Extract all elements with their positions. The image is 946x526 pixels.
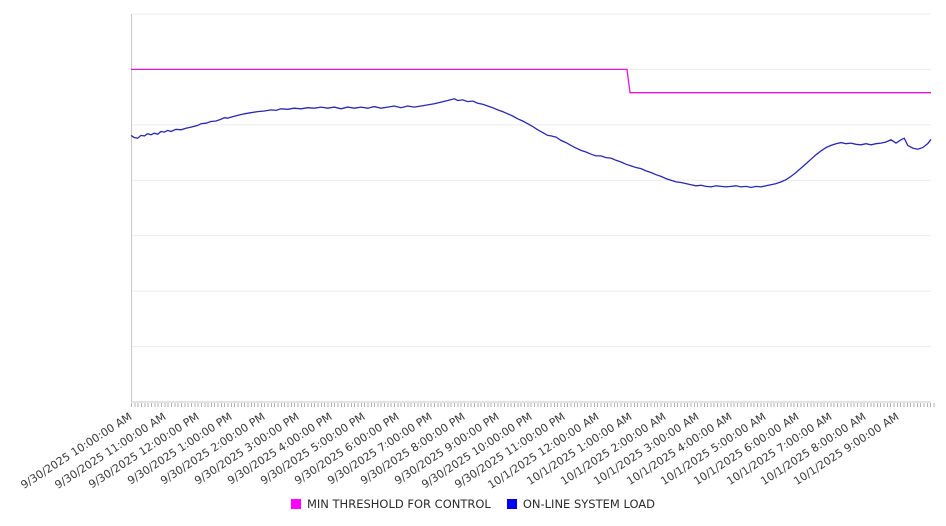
legend-label-system-load: ON-LINE SYSTEM LOAD (522, 497, 656, 511)
x-axis-label-text: 9/30/2025 7:00:00 PM (325, 410, 435, 488)
x-axis-label-text: 9/30/2025 8:00:00 PM (358, 410, 468, 488)
x-axis-label-text: 9/30/2025 3:00:00 PM (191, 410, 302, 488)
x-axis-label: 9/30/2025 8:00:00 PM (224, 409, 468, 487)
x-axis-label: 9/30/2025 12:00:00 PM (0, 409, 201, 491)
x-axis-label-text: 9/30/2025 4:00:00 PM (225, 410, 335, 488)
x-axis-label-text: 9/30/2025 9:00:00 PM (391, 410, 502, 488)
x-axis-label: 10/1/2025 12:00:00 AM (358, 409, 601, 492)
x-axis-label: 10/1/2025 9:00:00 AM (658, 409, 901, 488)
x-axis-label-text: 10/1/2025 4:00:00 AM (624, 410, 735, 488)
x-axis-label: 9/30/2025 4:00:00 PM (91, 409, 334, 487)
x-axis-label: 10/1/2025 3:00:00 AM (458, 409, 701, 488)
system-load-line (130, 98, 932, 189)
x-axis-label: 9/30/2025 10:00:00 PM (291, 409, 534, 491)
chart-canvas (130, 13, 932, 403)
x-axis-label-text: 9/30/2025 11:00:00 PM (452, 410, 568, 492)
x-axis-label: 9/30/2025 2:00:00 PM (24, 409, 268, 487)
x-axis-label-text: 10/1/2025 6:00:00 AM (691, 410, 802, 488)
x-axis-label: 9/30/2025 6:00:00 PM (158, 409, 401, 487)
x-axis-label: 9/30/2025 5:00:00 PM (124, 409, 368, 487)
x-axis-label: 9/30/2025 11:00:00 PM (324, 409, 568, 491)
x-axis-label-text: 9/30/2025 2:00:00 PM (158, 410, 268, 488)
x-axis-label: 9/30/2025 7:00:00 PM (191, 409, 434, 487)
x-axis-label-text: 10/1/2025 5:00:00 AM (657, 410, 768, 488)
x-axis-label-text: 10/1/2025 12:00:00 AM (485, 410, 602, 492)
x-axis-label-text: 9/30/2025 12:00:00 PM (85, 410, 202, 492)
x-axis-label-text: 9/30/2025 11:00:00 AM (51, 410, 168, 492)
x-axis-label-text: 9/30/2025 10:00:00 AM (18, 410, 135, 492)
legend-item-system-load[interactable]: ON-LINE SYSTEM LOAD (506, 497, 656, 511)
x-axis-label-text: 10/1/2025 7:00:00 AM (724, 410, 835, 488)
x-axis-label-text: 10/1/2025 9:00:00 AM (791, 410, 902, 488)
x-axis-label: 9/30/2025 9:00:00 PM (258, 409, 501, 487)
x-axis-label: 10/1/2025 7:00:00 AM (591, 409, 834, 488)
legend: MIN THRESHOLD FOR CONTROL ON-LINE SYSTEM… (0, 497, 946, 511)
x-axis-ticks (131, 403, 935, 407)
x-axis-label: 9/30/2025 10:00:00 AM (0, 409, 135, 492)
x-axis-label: 9/30/2025 11:00:00 AM (0, 409, 168, 492)
x-axis-label: 10/1/2025 4:00:00 AM (491, 409, 734, 488)
x-axis-label-text: 9/30/2025 5:00:00 PM (258, 410, 368, 488)
x-axis-label-text: 9/30/2025 6:00:00 PM (291, 410, 402, 488)
x-axis-label: 9/30/2025 3:00:00 PM (58, 409, 301, 487)
x-axis-label-text: 10/1/2025 8:00:00 AM (757, 410, 868, 488)
legend-item-min-threshold[interactable]: MIN THRESHOLD FOR CONTROL (290, 497, 491, 511)
plot-area (130, 13, 932, 403)
x-axis-label: 10/1/2025 5:00:00 AM (524, 409, 768, 488)
min-threshold-line (131, 68, 931, 94)
x-axis-label-text: 9/30/2025 10:00:00 PM (419, 410, 535, 492)
x-axis-label-text: 10/1/2025 1:00:00 AM (524, 410, 635, 488)
x-axis-label: 10/1/2025 8:00:00 AM (624, 409, 868, 488)
legend-swatch-min-threshold (290, 499, 301, 509)
x-axis-label-text: 10/1/2025 3:00:00 AM (591, 410, 702, 488)
x-axis-label-text: 10/1/2025 2:00:00 AM (557, 410, 668, 488)
x-axis-label: 10/1/2025 6:00:00 AM (558, 409, 801, 488)
x-axis-label-text: 9/30/2025 1:00:00 PM (125, 410, 235, 488)
legend-label-min-threshold: MIN THRESHOLD FOR CONTROL (306, 497, 491, 511)
x-axis-label: 9/30/2025 1:00:00 PM (0, 409, 234, 487)
x-axis-label: 10/1/2025 2:00:00 AM (424, 409, 668, 488)
x-axis-label: 10/1/2025 1:00:00 AM (391, 409, 634, 488)
legend-swatch-system-load (506, 499, 517, 509)
